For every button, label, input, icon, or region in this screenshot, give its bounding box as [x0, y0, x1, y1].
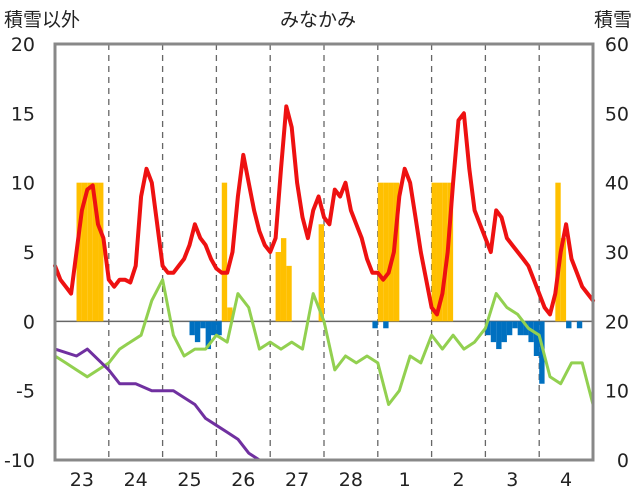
plot-frame [53, 42, 595, 462]
y-left-tick-label: 0 [23, 311, 35, 333]
bar [490, 321, 497, 343]
y-right-ticks: 60 50 40 30 20 10 0 [605, 34, 629, 472]
bar [92, 182, 99, 322]
bar [205, 321, 212, 350]
bar [501, 321, 507, 343]
y-right-axis-label: 積雪 [594, 9, 632, 31]
x-tick-label: 24 [124, 469, 148, 491]
x-tick-label: 26 [231, 469, 255, 491]
y-left-ticks: 20 15 10 5 0 -5 -10 [4, 34, 35, 472]
bar [221, 182, 228, 322]
y-right-tick-label: 20 [605, 311, 629, 333]
bar [533, 321, 540, 356]
y-left-tick-label: 20 [11, 34, 35, 56]
y-left-tick-label: 10 [11, 173, 35, 195]
bar [388, 182, 394, 322]
y-left-tick-label: -10 [4, 450, 35, 472]
bar [496, 321, 502, 350]
bar [200, 321, 206, 329]
bar [286, 265, 292, 322]
bar [194, 321, 201, 343]
series-line [53, 104, 595, 317]
bar [560, 238, 567, 322]
bar-series [76, 182, 583, 384]
series-line [53, 278, 595, 406]
y-left-axis-label: 積雪以外 [4, 9, 80, 31]
x-tick-label: 1 [399, 469, 411, 491]
y-right-tick-label: 30 [605, 242, 629, 264]
bar [372, 321, 378, 329]
line-series [53, 104, 595, 462]
y-left-tick-label: 15 [11, 103, 35, 125]
y-right-tick-label: 40 [605, 173, 629, 195]
x-tick-label: 2 [452, 469, 464, 491]
bar [76, 182, 82, 322]
bar [431, 182, 437, 322]
y-left-tick-label: -5 [16, 381, 35, 403]
bar [377, 182, 384, 322]
bar [436, 182, 443, 322]
bar [98, 182, 104, 322]
bar [442, 182, 448, 322]
y-right-tick-label: 0 [617, 450, 629, 472]
bar [81, 182, 88, 322]
chart-title: みなかみ [280, 9, 356, 31]
x-tick-label: 4 [560, 469, 572, 491]
x-ticks: 23 24 25 26 27 28 1 2 3 4 [70, 469, 572, 491]
bar [555, 182, 561, 322]
series-line [53, 347, 595, 462]
bar [227, 307, 233, 322]
bar [383, 321, 389, 329]
bar [211, 321, 217, 336]
bar [447, 182, 454, 322]
x-tick-label: 28 [339, 469, 363, 491]
y-left-tick-label: 5 [23, 242, 35, 264]
bar [506, 321, 513, 336]
bar [216, 321, 222, 336]
bar [512, 321, 518, 329]
bar [566, 321, 572, 329]
bar [87, 182, 93, 322]
bar [485, 321, 491, 336]
bar [523, 321, 529, 336]
bar [189, 321, 195, 336]
x-tick-label: 25 [177, 469, 201, 491]
x-tick-label: 3 [506, 469, 518, 491]
bar [280, 238, 287, 322]
bar [275, 252, 281, 322]
x-tick-label: 27 [285, 469, 309, 491]
bar [539, 321, 545, 384]
y-right-tick-label: 50 [605, 103, 629, 125]
bar [393, 182, 400, 322]
bar [576, 321, 583, 329]
y-right-tick-label: 10 [605, 381, 629, 403]
bar [383, 182, 389, 322]
y-right-tick-label: 60 [605, 34, 629, 56]
bar [517, 321, 524, 336]
x-tick-label: 23 [70, 469, 94, 491]
bar [318, 224, 324, 322]
